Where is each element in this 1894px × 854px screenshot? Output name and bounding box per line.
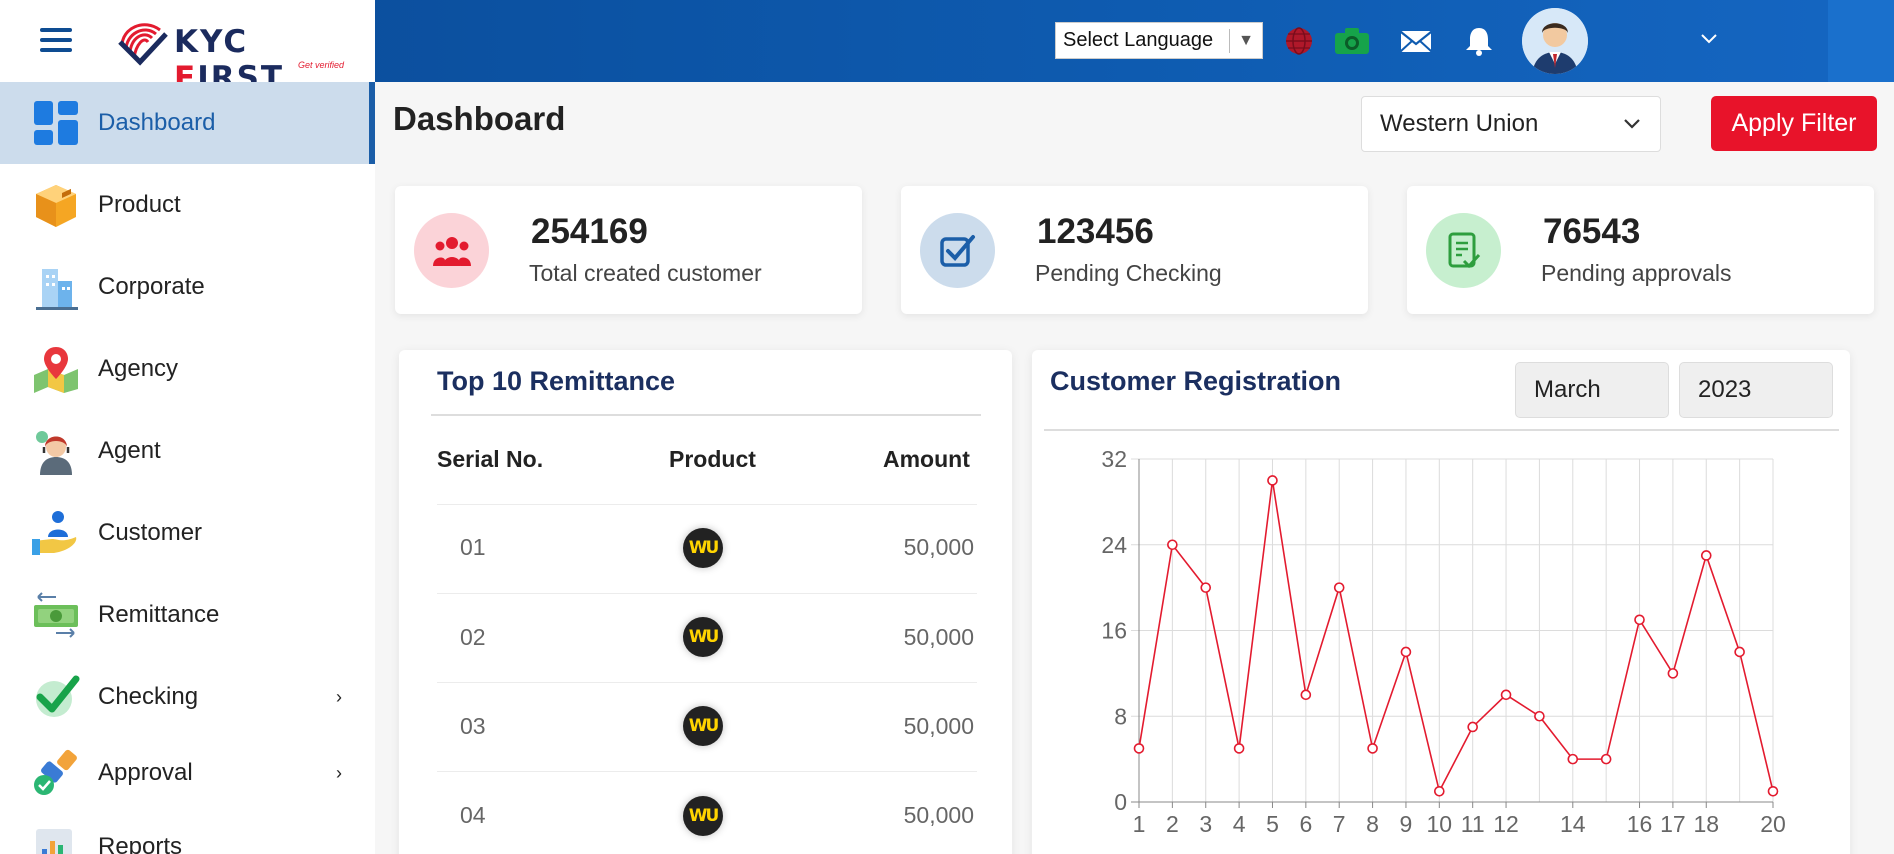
sidebar-item-label: Agent bbox=[98, 437, 161, 464]
brand-logo[interactable]: KYC FIRST Get verified bbox=[114, 14, 364, 96]
header-right-strip bbox=[1828, 0, 1894, 82]
sidebar-item-product[interactable]: Product bbox=[0, 164, 375, 246]
cell-serial: 04 bbox=[460, 802, 486, 828]
bell-icon[interactable] bbox=[1463, 26, 1495, 56]
sidebar-item-label: Remittance bbox=[98, 601, 220, 628]
registration-panel-divider bbox=[1044, 429, 1839, 431]
stat-value: 123456 bbox=[1037, 212, 1154, 251]
agent-icon bbox=[36, 431, 72, 475]
cell-serial: 03 bbox=[460, 713, 486, 739]
stat-card-pending-approvals: 76543 Pending approvals bbox=[1407, 186, 1874, 314]
sidebar-item-label: Reports bbox=[98, 833, 183, 854]
camera-icon[interactable] bbox=[1334, 26, 1370, 56]
sidebar-item-dashboard[interactable]: Dashboard bbox=[0, 82, 375, 164]
stat-label: Pending Checking bbox=[1035, 260, 1222, 286]
document-check-icon bbox=[1448, 232, 1480, 268]
customer-icon bbox=[32, 511, 77, 555]
brand-name-part-a: KYC bbox=[174, 24, 249, 60]
remittance-panel bbox=[399, 350, 1012, 854]
row-divider bbox=[437, 682, 977, 683]
sidebar-item-reports[interactable]: Reports bbox=[0, 806, 375, 854]
sidebar-item-label: Agency bbox=[98, 355, 179, 382]
stat-value: 76543 bbox=[1543, 212, 1641, 251]
user-avatar[interactable] bbox=[1522, 8, 1588, 74]
mail-icon[interactable] bbox=[1400, 26, 1432, 56]
column-header-serial: Serial No. bbox=[437, 446, 544, 472]
cell-amount: 50,000 bbox=[903, 624, 974, 650]
western-union-logo-icon: WU bbox=[683, 796, 723, 836]
box-icon bbox=[36, 185, 76, 227]
brand-tagline: Get verified bbox=[298, 60, 345, 70]
fingerprint-logo-icon bbox=[118, 23, 168, 66]
user-avatar-icon bbox=[1522, 8, 1588, 74]
sidebar-item-agent[interactable]: Agent bbox=[0, 410, 375, 492]
cell-amount: 50,000 bbox=[903, 802, 974, 828]
year-select[interactable]: 2023 bbox=[1679, 362, 1833, 418]
page-title: Dashboard bbox=[393, 100, 566, 137]
dashboard-icon bbox=[34, 101, 78, 145]
sidebar-item-label: Checking bbox=[98, 683, 199, 710]
chevron-down-icon bbox=[1624, 119, 1640, 129]
language-select[interactable]: Select Language ▼ bbox=[1055, 22, 1263, 59]
remittance-panel-title: Top 10 Remittance bbox=[437, 366, 676, 396]
stat-icon-circle bbox=[414, 213, 489, 288]
western-union-logo-icon: WU bbox=[683, 617, 723, 657]
stat-label: Pending approvals bbox=[1541, 260, 1732, 286]
sidebar-item-agency[interactable]: Agency bbox=[0, 328, 375, 410]
row-divider bbox=[437, 771, 977, 772]
sidebar-item-approval[interactable]: Approval › bbox=[0, 732, 375, 814]
sidebar-item-label: Dashboard bbox=[98, 109, 216, 136]
stat-icon-circle bbox=[920, 213, 995, 288]
western-union-logo-icon: WU bbox=[683, 706, 723, 746]
money-icon bbox=[34, 592, 78, 638]
cell-serial: 02 bbox=[460, 624, 486, 650]
sidebar-item-customer[interactable]: Customer bbox=[0, 492, 375, 574]
stat-icon-circle bbox=[1426, 213, 1501, 288]
check-icon bbox=[36, 675, 80, 717]
caret-down-icon: ▼ bbox=[1238, 31, 1254, 49]
stat-card-total-customers: 254169 Total created customer bbox=[395, 186, 862, 314]
column-header-amount: Amount bbox=[883, 446, 970, 472]
registration-panel bbox=[1032, 350, 1850, 854]
chevron-right-icon: › bbox=[336, 762, 342, 783]
brand-area: KYC FIRST Get verified bbox=[0, 0, 375, 96]
approval-stamp-icon bbox=[34, 749, 77, 795]
apply-filter-button[interactable]: Apply Filter bbox=[1711, 96, 1877, 151]
cell-serial: 01 bbox=[460, 534, 486, 560]
sidebar-item-remittance[interactable]: Remittance bbox=[0, 574, 375, 656]
stat-value: 254169 bbox=[531, 212, 648, 251]
report-icon bbox=[36, 829, 72, 854]
stat-card-pending-checking: 123456 Pending Checking bbox=[901, 186, 1368, 314]
language-select-divider bbox=[1229, 28, 1230, 53]
map-pin-icon bbox=[34, 347, 78, 393]
chevron-right-icon: › bbox=[336, 686, 342, 707]
company-filter-select[interactable]: Western Union bbox=[1361, 96, 1661, 152]
sidebar-item-checking[interactable]: Checking › bbox=[0, 656, 375, 738]
sidebar-item-label: Product bbox=[98, 191, 181, 218]
sidebar-item-label: Customer bbox=[98, 519, 203, 546]
remittance-panel-divider bbox=[431, 414, 981, 416]
menu-toggle-icon[interactable] bbox=[40, 28, 72, 54]
row-divider bbox=[437, 593, 977, 594]
globe-icon[interactable] bbox=[1283, 26, 1315, 56]
sidebar-item-label: Approval bbox=[98, 759, 193, 786]
month-select[interactable]: March bbox=[1515, 362, 1669, 418]
sidebar-item-label: Corporate bbox=[98, 273, 205, 300]
language-select-label: Select Language bbox=[1063, 29, 1214, 51]
column-header-product: Product bbox=[669, 446, 756, 472]
cell-amount: 50,000 bbox=[903, 534, 974, 560]
sidebar-item-corporate[interactable]: Corporate bbox=[0, 246, 375, 328]
row-divider bbox=[437, 504, 977, 505]
registration-panel-title: Customer Registration bbox=[1050, 366, 1342, 396]
western-union-logo-icon: WU bbox=[683, 528, 723, 568]
users-group-icon bbox=[432, 236, 471, 266]
sidebar: Dashboard Product Corporate Agency bbox=[0, 82, 375, 854]
company-filter-value: Western Union bbox=[1380, 110, 1539, 137]
building-icon bbox=[36, 269, 78, 310]
stat-label: Total created customer bbox=[529, 260, 762, 286]
cell-amount: 50,000 bbox=[903, 713, 974, 739]
user-menu-chevron-icon[interactable] bbox=[1698, 28, 1720, 50]
checkbox-checked-icon bbox=[939, 234, 975, 267]
